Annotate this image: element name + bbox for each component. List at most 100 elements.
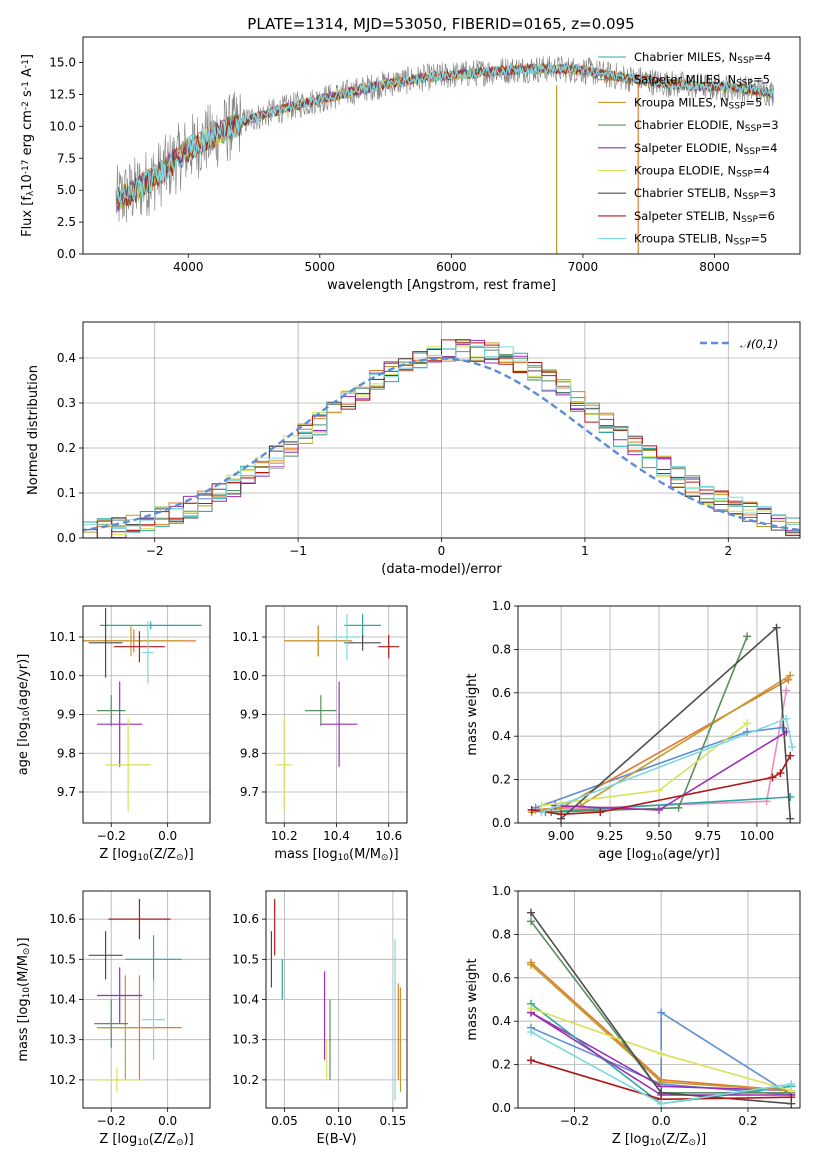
mass-weight-marker	[768, 773, 777, 782]
plot-area	[527, 623, 797, 823]
panel-age-vs-mass: 10.2 10.4 10.6 9.7 9.8 9.9 10.0 10.1 mass [log10…	[232, 605, 408, 863]
figure-title: PLATE=1314, MJD=53050, FIBERID=0165, z=0…	[247, 15, 634, 33]
y-tick-label: 10.4	[232, 993, 259, 1007]
mass-weight-marker	[576, 801, 585, 810]
x-tick-label: 0.0	[158, 1114, 177, 1128]
mass-weight-marker	[786, 792, 795, 801]
legend-entry: Salpeter STELIB, NSSP=6	[634, 209, 775, 225]
y-axis-label: age [log10(age/yr)]	[16, 654, 32, 776]
y-tick-label: 10.6	[49, 912, 76, 926]
mass-weight-line	[535, 690, 788, 811]
mass-weight-marker	[786, 814, 795, 823]
y-tick-label: 7.5	[57, 151, 76, 165]
plot-area	[270, 899, 402, 1100]
y-tick-label: 9.7	[57, 785, 76, 799]
plot-area	[88, 899, 182, 1092]
x-tick-label: 10.2	[271, 829, 298, 843]
y-tick-label: 15.0	[49, 56, 76, 70]
mass-weight-marker	[527, 960, 536, 969]
x-tick-label: −0.2	[560, 1114, 589, 1128]
y-tick-label: 0.2	[492, 1058, 511, 1072]
y-tick-label: 9.7	[240, 785, 259, 799]
y-tick-label: 10.1	[49, 630, 76, 644]
legend-entry: Chabrier ELODIE, NSSP=3	[634, 118, 779, 134]
mass-weight-marker	[527, 908, 536, 917]
y-tick-label: 0.0	[492, 1101, 511, 1115]
y-tick-label: 10.6	[232, 912, 259, 926]
x-axis-label: mass [log10(M/M⊙)]	[274, 847, 398, 863]
axes-frame	[265, 605, 408, 824]
x-tick-label: 0.10	[325, 1114, 352, 1128]
legend-entry: 𝒩(0,1)	[740, 337, 778, 351]
x-tick-label: 0.0	[652, 1114, 671, 1128]
mass-weight-marker	[655, 786, 663, 795]
panel-mass-vs-Z: −0.2 0.0 10.2 10.3 10.4 10.5 10.6 Z [log10(Z/Z⊙…	[16, 890, 211, 1148]
mass-weight-marker	[674, 803, 683, 812]
mass-weight-marker	[776, 769, 785, 778]
mass-weight-marker	[596, 808, 605, 817]
y-tick-label: 10.0	[49, 669, 76, 683]
y-tick-label: 9.9	[57, 708, 76, 722]
x-tick-label: −0.2	[97, 1114, 126, 1128]
legend-entry: Salpeter ELODIE, NSSP=4	[634, 141, 777, 157]
legend-entry: Kroupa STELIB, NSSP=5	[634, 232, 767, 248]
x-tick-label: 9.00	[548, 829, 575, 843]
model-spectrum-line	[116, 62, 775, 203]
mass-weight-marker	[782, 686, 791, 695]
y-axis-label: mass weight	[465, 673, 480, 755]
mass-weight-marker	[787, 1080, 796, 1089]
x-tick-label: 0.0	[158, 829, 177, 843]
plot-area	[83, 339, 800, 538]
y-tick-label: 10.2	[49, 1073, 76, 1087]
mass-weight-marker	[537, 808, 546, 817]
axes-frame	[517, 605, 801, 824]
x-tick-label: 6000	[436, 260, 467, 274]
y-tick-label: 5.0	[57, 183, 76, 197]
mass-weight-line	[531, 674, 791, 813]
mass-weight-marker	[655, 805, 663, 814]
y-axis-label: Normed distribution	[26, 365, 41, 495]
y-tick-label: 10.1	[232, 630, 259, 644]
y-tick-label: 9.8	[57, 746, 76, 760]
mass-weight-marker	[772, 623, 781, 632]
x-tick-label: 10.4	[323, 829, 350, 843]
y-tick-label: 10.0	[49, 119, 76, 133]
y-tick-label: 0.3	[57, 396, 76, 410]
mass-weight-marker	[788, 743, 797, 752]
axes-frame	[82, 890, 211, 1109]
x-tick-label: 7000	[568, 260, 599, 274]
mass-weight-marker	[527, 917, 536, 926]
x-tick-label: 4000	[173, 260, 204, 274]
x-axis-label: Z [log10(Z/Z⊙)]	[99, 847, 193, 863]
y-tick-label: 0.4	[492, 1014, 511, 1028]
x-tick-label: 1	[581, 544, 589, 558]
y-tick-label: 10.0	[232, 669, 259, 683]
x-tick-label: 0.2	[738, 1114, 757, 1128]
x-tick-label: 5000	[305, 260, 336, 274]
plot-area	[276, 613, 400, 812]
x-axis-label: E(B-V)	[316, 1132, 356, 1147]
y-tick-label: 9.8	[240, 746, 259, 760]
panel-residuals: −2 −1 0 1 2 0.0 0.1 0.2 0.3 0.4 (data-model)/error…	[26, 321, 801, 577]
mass-weight-marker	[743, 719, 752, 728]
x-tick-label: −2	[146, 544, 164, 558]
plot-area	[527, 908, 796, 1108]
mass-weight-marker	[786, 751, 795, 760]
x-tick-label: 0	[438, 544, 446, 558]
y-tick-label: 0.1	[57, 486, 76, 500]
y-tick-label: 0.6	[492, 686, 511, 700]
mass-weight-line	[560, 626, 791, 820]
y-tick-label: 10.4	[49, 993, 76, 1007]
y-tick-label: 0.0	[492, 816, 511, 830]
y-axis-label: mass weight	[465, 958, 480, 1040]
normal-reference-curve	[83, 357, 800, 532]
x-tick-label: 0.05	[271, 1114, 298, 1128]
mass-weight-marker	[657, 1049, 666, 1058]
legend-entry: Salpeter MILES, NSSP=5	[634, 73, 770, 89]
mass-weight-marker	[657, 1077, 666, 1086]
plot-area	[115, 55, 775, 254]
x-tick-label: −0.2	[97, 829, 126, 843]
axes-frame	[82, 605, 211, 824]
y-tick-label: 0.8	[492, 642, 511, 656]
